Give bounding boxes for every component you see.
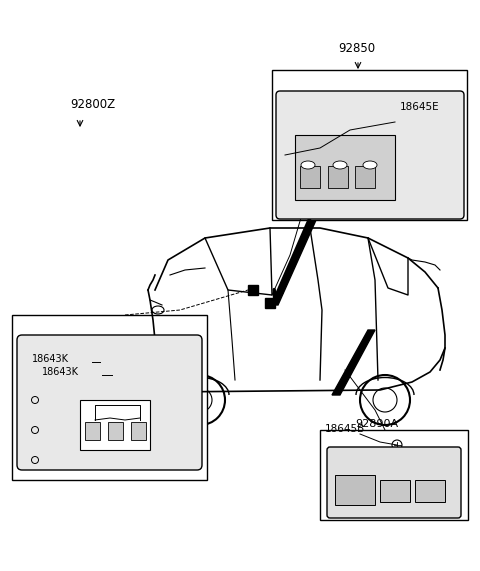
Polygon shape (332, 330, 375, 395)
Bar (320, 430, 468, 520)
FancyBboxPatch shape (327, 447, 461, 518)
Bar (265, 298, 275, 308)
Bar (80, 400, 150, 450)
Bar (355, 166, 375, 188)
FancyBboxPatch shape (276, 91, 464, 219)
Bar (12, 315, 207, 480)
Text: 92850: 92850 (338, 42, 375, 55)
Text: 18645E: 18645E (400, 102, 440, 112)
Bar (300, 166, 320, 188)
Text: 18645B: 18645B (325, 424, 365, 434)
Bar (131, 422, 146, 440)
Bar (272, 70, 467, 220)
Text: 18643K: 18643K (42, 367, 79, 377)
Bar (328, 166, 348, 188)
Bar (380, 480, 410, 502)
Bar (248, 285, 258, 295)
Bar (108, 422, 123, 440)
FancyBboxPatch shape (17, 335, 202, 470)
Ellipse shape (333, 161, 347, 169)
Bar (295, 135, 395, 200)
Text: 92800Z: 92800Z (70, 98, 115, 111)
Bar (335, 475, 375, 505)
Bar (85, 422, 100, 440)
Bar (415, 480, 445, 502)
Text: 92890A: 92890A (355, 419, 398, 429)
Ellipse shape (301, 161, 315, 169)
Polygon shape (272, 200, 325, 305)
Ellipse shape (363, 161, 377, 169)
Bar (22, 340, 197, 465)
Text: 18643K: 18643K (32, 354, 69, 364)
